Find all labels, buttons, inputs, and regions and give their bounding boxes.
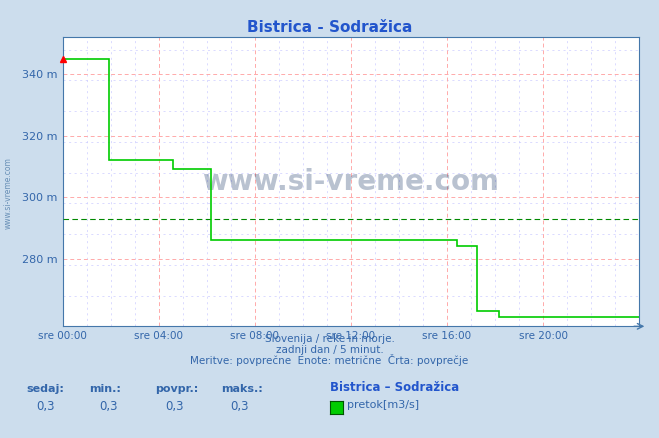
Text: 0,3: 0,3 (99, 399, 117, 413)
Text: sedaj:: sedaj: (26, 384, 64, 394)
Text: www.si-vreme.com: www.si-vreme.com (4, 157, 13, 229)
Text: min.:: min.: (89, 384, 121, 394)
Text: www.si-vreme.com: www.si-vreme.com (202, 168, 500, 196)
Text: 0,3: 0,3 (36, 399, 55, 413)
Text: zadnji dan / 5 minut.: zadnji dan / 5 minut. (275, 345, 384, 355)
Text: maks.:: maks.: (221, 384, 262, 394)
Text: 0,3: 0,3 (165, 399, 183, 413)
Text: 0,3: 0,3 (231, 399, 249, 413)
Text: Slovenija / reke in morje.: Slovenija / reke in morje. (264, 334, 395, 344)
Text: pretok[m3/s]: pretok[m3/s] (347, 400, 419, 410)
Text: povpr.:: povpr.: (155, 384, 198, 394)
Text: Bistrica - Sodražica: Bistrica - Sodražica (247, 20, 412, 35)
Text: Meritve: povprečne  Enote: metrične  Črta: povprečje: Meritve: povprečne Enote: metrične Črta:… (190, 353, 469, 366)
Text: Bistrica – Sodražica: Bistrica – Sodražica (330, 381, 459, 394)
